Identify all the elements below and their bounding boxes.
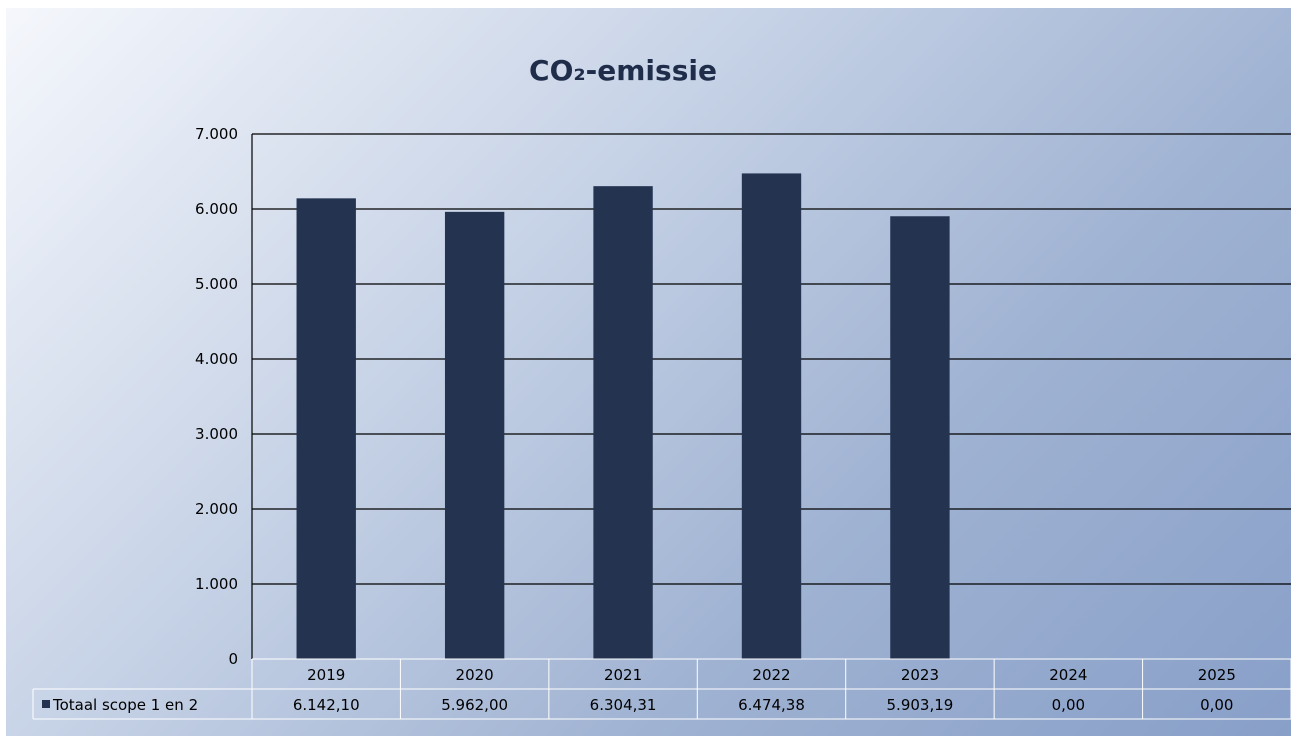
y-tick-label: 7.000 — [195, 125, 238, 143]
category-label: 2023 — [901, 666, 939, 684]
bars — [296, 173, 950, 660]
bar — [296, 198, 356, 659]
y-tick-label: 0 — [228, 650, 238, 668]
y-axis-ticks: 0 1.000 2.000 3.000 4.000 5.000 6.000 7.000 — [195, 125, 238, 668]
data-label: 6.304,31 — [590, 696, 657, 714]
y-tick-label: 1.000 — [195, 575, 238, 593]
category-label: 2025 — [1198, 666, 1236, 684]
y-tick-label: 3.000 — [195, 425, 238, 443]
bar — [593, 186, 653, 659]
chart-area: CO₂-emissie 0 1.000 2.000 3.000 4.000 5.000 6.… — [6, 8, 1291, 736]
bar — [741, 173, 802, 659]
category-label: 2019 — [307, 666, 345, 684]
series-label: Totaal scope 1 en 2 — [52, 696, 198, 714]
data-label: 6.474,38 — [738, 696, 805, 714]
category-label: 2021 — [604, 666, 642, 684]
chart-title: CO₂-emissie — [529, 54, 717, 87]
category-label: 2020 — [456, 666, 494, 684]
chart-canvas: CO₂-emissie 0 1.000 2.000 3.000 4.000 5.000 6.… — [32, 54, 1291, 720]
bar — [890, 216, 950, 660]
category-label: 2022 — [752, 666, 790, 684]
bar — [444, 211, 505, 659]
category-label: 2024 — [1049, 666, 1087, 684]
data-label: 0,00 — [1200, 696, 1233, 714]
data-label: 6.142,10 — [293, 696, 360, 714]
y-tick-label: 6.000 — [195, 200, 238, 218]
data-label: 5.962,00 — [441, 696, 508, 714]
y-tick-label: 4.000 — [195, 350, 238, 368]
y-tick-label: 5.000 — [195, 275, 238, 293]
y-tick-label: 2.000 — [195, 500, 238, 518]
data-label: 0,00 — [1052, 696, 1085, 714]
data-label: 5.903,19 — [887, 696, 954, 714]
legend-key — [42, 700, 50, 708]
data-table: 2019 2020 2021 2022 2023 2024 2025 Totaal scope… — [32, 658, 1291, 720]
